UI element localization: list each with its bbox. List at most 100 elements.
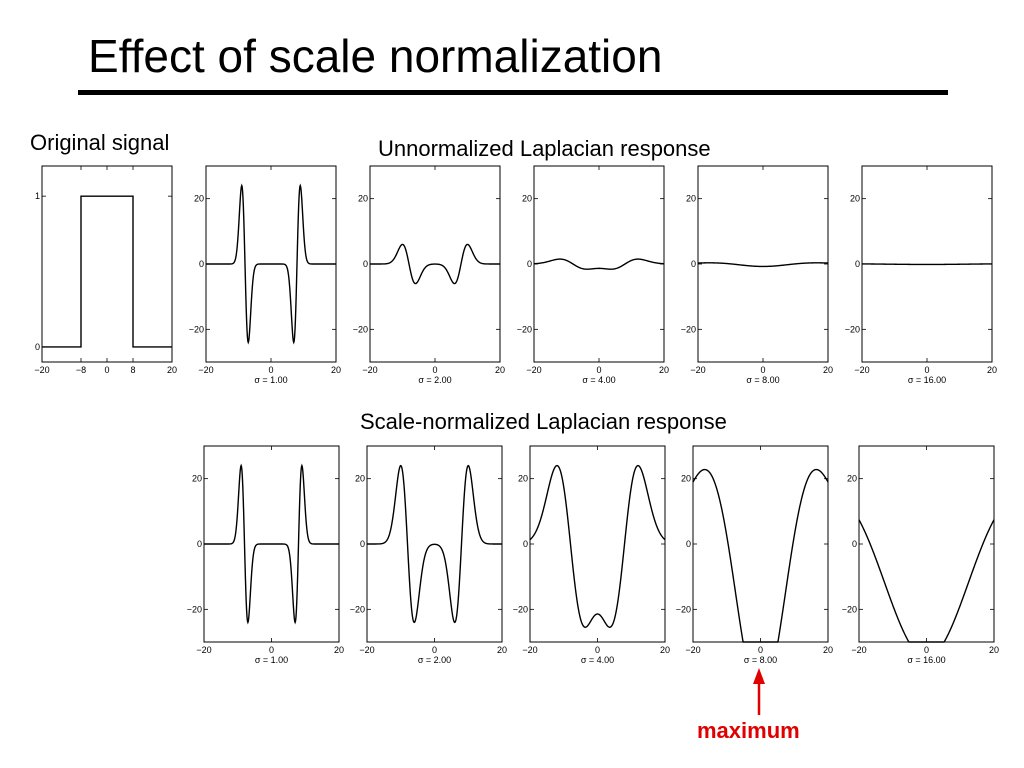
x-tick-label: −20 [359, 645, 374, 655]
series-line [42, 195, 172, 348]
series-line [533, 258, 665, 270]
y-tick-label: 20 [355, 474, 365, 484]
normalized-plot-sigma-16: −20 0 20 20 0 −20 σ = 16.00 [842, 445, 999, 665]
unnormalized-plot-sigma-16: −20 0 20 20 0 −20 σ = 16.00 [845, 165, 997, 385]
x-tick-label: 20 [167, 365, 177, 375]
series-line [370, 243, 500, 285]
sigma-label: σ = 16.00 [907, 655, 945, 665]
unnormalized-plot-sigma-8: −20 0 20 20 0 −20 σ = 8.00 [681, 165, 833, 385]
slide-title: Effect of scale normalization [88, 30, 663, 82]
x-tick-label: 0 [104, 365, 109, 375]
maximum-label: maximum [697, 718, 800, 743]
x-tick-label: 20 [331, 365, 341, 375]
original-signal-plot: −20 −8 0 8 20 0 1 [34, 165, 177, 375]
x-tick-label: 20 [987, 365, 997, 375]
x-tick-label: 8 [130, 365, 135, 375]
y-tick-label: 0 [360, 539, 365, 549]
sigma-label: σ = 2.00 [418, 655, 451, 665]
y-tick-label: 0 [852, 539, 857, 549]
plot-frame [858, 445, 995, 643]
y-tick-label: −20 [189, 324, 204, 334]
y-tick-label: 20 [850, 194, 860, 204]
y-tick-label: 0 [691, 259, 696, 269]
x-tick-label: 0 [760, 365, 765, 375]
y-tick-label: 0 [523, 539, 528, 549]
y-tick-label: 0 [527, 259, 532, 269]
unnormalized-plot-sigma-4: −20 0 20 20 0 −20 σ = 4.00 [517, 165, 669, 385]
series-line [529, 464, 666, 628]
x-tick-label: −20 [854, 365, 869, 375]
series-line [862, 263, 992, 266]
y-tick-label: 20 [358, 194, 368, 204]
title-underline [78, 90, 948, 95]
y-tick-label: 0 [363, 259, 368, 269]
x-tick-label: −20 [196, 645, 211, 655]
x-tick-label: 20 [334, 645, 344, 655]
series-line [204, 463, 339, 625]
x-tick-label: −8 [76, 365, 86, 375]
plot-frame [41, 165, 173, 363]
x-tick-label: 0 [269, 645, 274, 655]
x-tick-label: −20 [690, 365, 705, 375]
x-tick-label: −20 [198, 365, 213, 375]
y-tick-label: −20 [676, 604, 691, 614]
x-tick-label: 0 [596, 365, 601, 375]
x-tick-label: 0 [924, 365, 929, 375]
x-tick-label: 20 [495, 365, 505, 375]
x-tick-label: 20 [989, 645, 999, 655]
x-tick-label: −20 [851, 645, 866, 655]
sigma-label: σ = 16.00 [908, 375, 946, 385]
sigma-label: σ = 8.00 [744, 655, 777, 665]
x-tick-label: −20 [362, 365, 377, 375]
y-tick-label: −20 [517, 324, 532, 334]
sigma-label: σ = 1.00 [255, 655, 288, 665]
y-tick-label: 1 [35, 191, 40, 201]
series-line [206, 183, 336, 345]
x-tick-label: 0 [924, 645, 929, 655]
x-tick-label: 0 [432, 645, 437, 655]
normalized-response-label: Scale-normalized Laplacian response [360, 409, 727, 434]
y-tick-label: 20 [686, 194, 696, 204]
y-tick-label: −20 [350, 604, 365, 614]
plot-frame [692, 445, 829, 643]
y-tick-label: 20 [847, 474, 857, 484]
normalized-plot-sigma-4: −20 0 20 20 0 −20 σ = 4.00 [513, 445, 670, 665]
x-tick-label: −20 [522, 645, 537, 655]
x-tick-label: 0 [432, 365, 437, 375]
sigma-label: σ = 8.00 [746, 375, 779, 385]
x-tick-label: 20 [497, 645, 507, 655]
y-tick-label: 0 [35, 342, 40, 352]
y-tick-label: 20 [194, 194, 204, 204]
x-tick-label: 20 [660, 645, 670, 655]
series-line [367, 464, 502, 624]
y-tick-label: −20 [842, 604, 857, 614]
x-tick-label: 0 [595, 645, 600, 655]
y-tick-label: −20 [187, 604, 202, 614]
y-tick-label: −20 [353, 324, 368, 334]
plot-frame [529, 445, 666, 643]
x-tick-label: −20 [34, 365, 49, 375]
sigma-label: σ = 2.00 [418, 375, 451, 385]
x-tick-label: 20 [823, 645, 833, 655]
y-tick-label: −20 [845, 324, 860, 334]
plot-frame [697, 165, 829, 363]
sigma-label: σ = 1.00 [254, 375, 287, 385]
normalized-plot-sigma-1: −20 0 20 20 0 −20 σ = 1.00 [187, 445, 344, 665]
unnormalized-plot-sigma-1: −20 0 20 20 0 −20 σ = 1.00 [189, 165, 341, 385]
y-tick-label: 20 [518, 474, 528, 484]
normalized-plot-sigma-2: −20 0 20 20 0 −20 σ = 2.00 [350, 445, 507, 665]
sigma-label: σ = 4.00 [582, 375, 615, 385]
y-tick-label: 0 [686, 539, 691, 549]
y-tick-label: 20 [192, 474, 202, 484]
unnormalized-response-label: Unnormalized Laplacian response [378, 136, 711, 161]
series-line [692, 468, 829, 643]
x-tick-label: −20 [685, 645, 700, 655]
normalized-plot-sigma-8: −20 0 20 20 0 −20 σ = 8.00 [676, 445, 833, 665]
y-tick-label: 0 [855, 259, 860, 269]
series-line [858, 519, 995, 643]
y-tick-label: −20 [513, 604, 528, 614]
y-tick-label: 20 [681, 474, 691, 484]
x-tick-label: 0 [758, 645, 763, 655]
y-tick-label: −20 [681, 324, 696, 334]
y-tick-label: 20 [522, 194, 532, 204]
